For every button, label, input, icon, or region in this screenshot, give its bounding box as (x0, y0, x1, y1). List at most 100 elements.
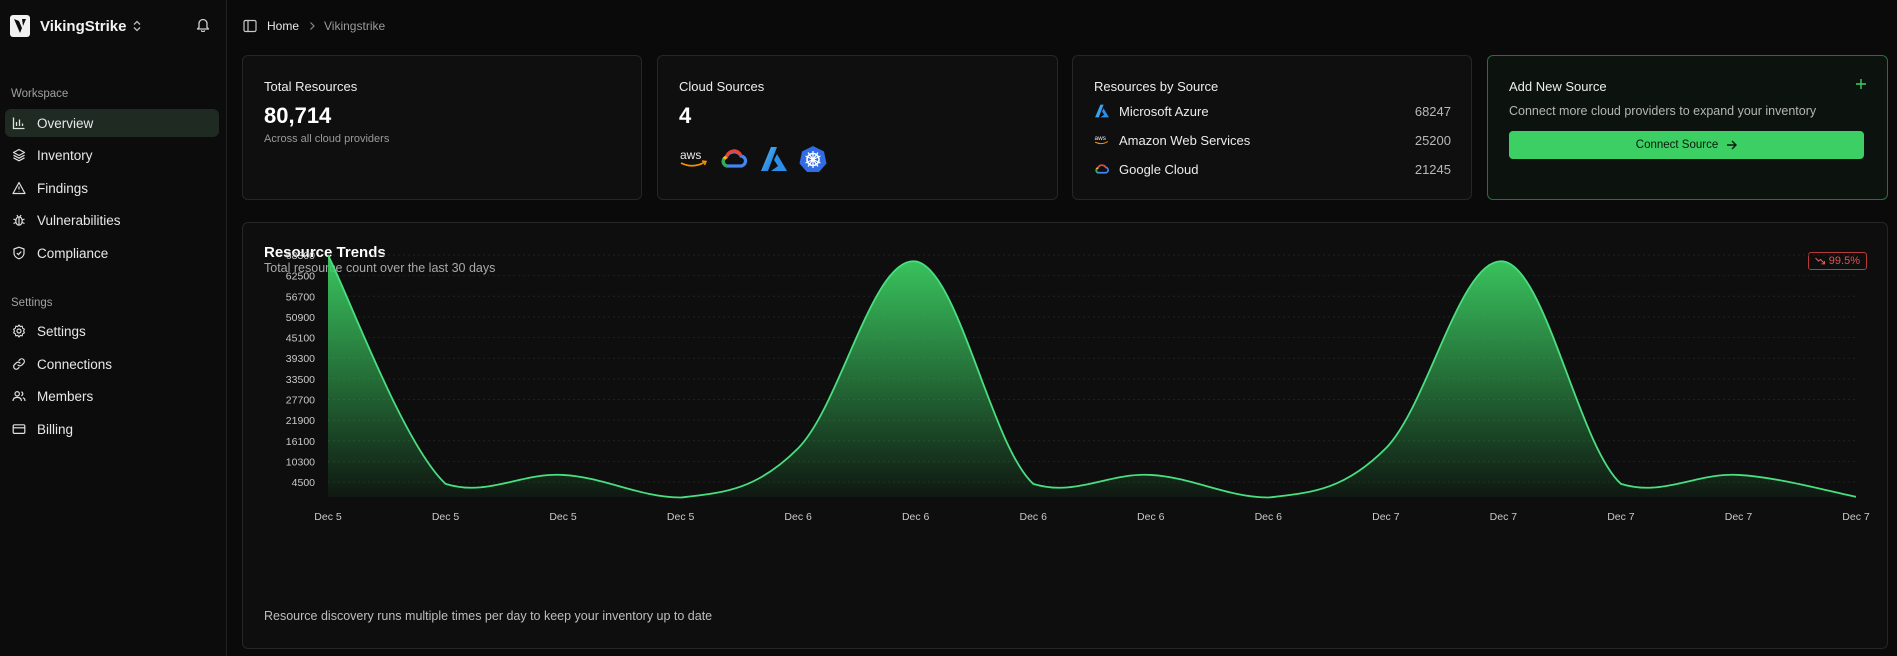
x-tick-label: Dec 6 (1020, 511, 1048, 523)
sidebar-item-overview[interactable]: Overview (5, 109, 219, 137)
source-row-google-cloud: Google Cloud 21245 (1094, 160, 1451, 178)
x-tick-label: Dec 5 (314, 511, 342, 523)
sidebar-item-compliance[interactable]: Compliance (5, 239, 219, 267)
sidebar-item-connections[interactable]: Connections (5, 350, 219, 378)
source-name: Amazon Web Services (1119, 132, 1251, 148)
card-title: Add New Source (1509, 79, 1607, 94)
x-tick-label: Dec 7 (1607, 511, 1635, 523)
source-count: 25200 (1414, 132, 1451, 148)
trending-down-icon (1814, 257, 1825, 265)
y-tick-label: 62500 (286, 271, 315, 283)
card-title: Resources by Source (1094, 79, 1219, 94)
connect-source-button[interactable]: Connect Source (1509, 131, 1864, 159)
google-cloud-logo (1095, 164, 1109, 174)
resource-trends-card: Resource Trends Total resource count ove… (242, 222, 1888, 649)
x-tick-label: Dec 5 (432, 511, 460, 523)
x-tick-label: Dec 5 (667, 511, 695, 523)
y-tick-label: 10300 (286, 456, 315, 468)
sidebar-item-label: Overview (37, 115, 94, 131)
plus-icon[interactable] (1855, 78, 1867, 90)
cloud-sources-value: 4 (679, 103, 692, 128)
resources-by-source-card: Resources by Source Microsoft Azure 6824… (1072, 55, 1472, 200)
x-tick-label: Dec 6 (902, 511, 930, 523)
svg-text:aws: aws (1095, 135, 1106, 142)
cloud-logos: aws (679, 145, 837, 173)
sidebar-item-members[interactable]: Members (5, 382, 219, 410)
breadcrumb-home[interactable]: Home (267, 19, 300, 33)
chevron-right-icon (310, 22, 315, 30)
trend-line (327, 254, 1857, 499)
sidebar: VikingStrike Workspace Overview Inventor… (0, 0, 227, 656)
cloud-sources-card: Cloud Sources 4 aws (657, 55, 1058, 200)
credit-card-icon (12, 424, 26, 435)
azure-logo (1095, 104, 1109, 118)
x-tick-label: Dec 5 (549, 511, 577, 523)
section-label-workspace: Workspace (11, 88, 69, 100)
sidebar-item-vulnerabilities[interactable]: Vulnerabilities (5, 206, 219, 234)
source-row-azure: Microsoft Azure 68247 (1094, 102, 1451, 120)
sidebar-item-label: Connections (37, 356, 113, 372)
y-tick-label: 27700 (286, 394, 315, 406)
breadcrumb: Home Vikingstrike (243, 18, 385, 34)
y-tick-label: 68300 (286, 250, 315, 262)
trend-area (328, 255, 1856, 498)
resource-trend-chart: 4500 10300 16100 21900 27700 33500 39300 45100 5… (286, 250, 1870, 523)
card-title: Total Resources (264, 79, 358, 94)
x-tick-label: Dec 6 (784, 511, 812, 523)
card-subtitle: Across all cloud providers (264, 133, 390, 145)
google-cloud-logo (721, 149, 748, 168)
sidebar-item-label: Vulnerabilities (37, 212, 121, 228)
source-count: 21245 (1414, 161, 1451, 177)
bell-icon[interactable] (196, 17, 210, 32)
sidebar-item-settings[interactable]: Settings (5, 317, 219, 345)
sidebar-item-billing[interactable]: Billing (5, 415, 219, 443)
x-tick-label: Dec 7 (1490, 511, 1518, 523)
chart-bar-icon (12, 117, 25, 130)
total-resources-value: 80,714 (264, 103, 332, 128)
y-tick-label: 4500 (292, 477, 316, 489)
sidebar-item-label: Members (37, 388, 94, 404)
x-tick-label: Dec 6 (1137, 511, 1165, 523)
section-label-settings: Settings (11, 297, 53, 309)
brand-name: VikingStrike (40, 17, 127, 35)
chevrons-up-down-icon (133, 20, 141, 32)
trend-change-badge: 99.5% (1807, 252, 1867, 270)
arrow-right-icon (1727, 140, 1738, 150)
svg-text:aws: aws (680, 148, 701, 162)
workspace-switcher[interactable]: VikingStrike (10, 14, 142, 38)
vikingstrike-logo (10, 15, 30, 37)
trend-change-value: 99.5% (1828, 255, 1860, 267)
aws-logo: aws (1095, 135, 1109, 145)
chart-title: Resource Trends (264, 244, 386, 261)
y-tick-label: 50900 (286, 312, 315, 324)
source-count: 68247 (1414, 103, 1451, 119)
shield-check-icon (13, 246, 25, 260)
sidebar-toggle-icon[interactable] (243, 19, 257, 33)
alert-triangle-icon (12, 181, 26, 195)
sidebar-item-findings[interactable]: Findings (5, 174, 219, 202)
x-tick-label: Dec 7 (1842, 511, 1870, 523)
breadcrumb-current: Vikingstrike (324, 19, 386, 33)
y-tick-label: 56700 (286, 291, 315, 303)
connect-source-label: Connect Source (1635, 139, 1719, 151)
x-tick-label: Dec 7 (1372, 511, 1400, 523)
chart-subtitle: Total resource count over the last 30 da… (264, 261, 496, 275)
users-icon (12, 391, 26, 402)
azure-logo (761, 147, 787, 171)
card-description: Connect more cloud providers to expand y… (1509, 104, 1817, 118)
link-icon (13, 358, 25, 370)
total-resources-card: Total Resources 80,714 Across all cloud … (242, 55, 642, 200)
source-name: Google Cloud (1119, 161, 1199, 177)
y-tick-label: 16100 (286, 436, 315, 448)
x-tick-label: Dec 6 (1255, 511, 1283, 523)
x-tick-label: Dec 7 (1725, 511, 1753, 523)
sidebar-item-label: Billing (37, 421, 74, 437)
sidebar-item-label: Compliance (37, 245, 109, 261)
aws-logo: aws (680, 148, 708, 167)
sidebar-item-label: Findings (37, 180, 89, 196)
sidebar-item-label: Inventory (37, 147, 93, 163)
sidebar-item-label: Settings (37, 323, 86, 339)
add-new-source-card: Add New Source Connect more cloud provid… (1487, 55, 1888, 200)
sidebar-item-inventory[interactable]: Inventory (5, 141, 219, 169)
source-name: Microsoft Azure (1119, 103, 1209, 119)
